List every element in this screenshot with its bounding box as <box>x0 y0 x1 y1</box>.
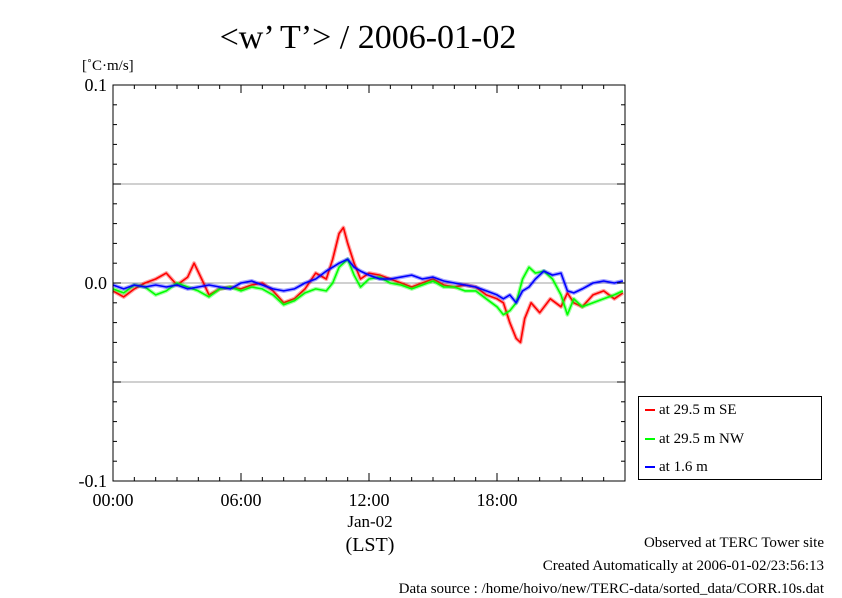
x-tick-labels: 00:00 06:00 12:00 18:00 <box>92 490 517 510</box>
x-axis-label: (LST) <box>346 534 395 556</box>
legend: at 29.5 m SE at 29.5 m NW at 1.6 m <box>638 396 822 480</box>
plot-series <box>112 225 625 345</box>
date-label: Jan-02 <box>347 512 392 531</box>
plot-gridlines <box>113 183 625 383</box>
y-tick-label-2: 0.1 <box>85 75 108 95</box>
footer-observed-site: Observed at TERC Tower site <box>643 535 824 551</box>
legend-swatch-red <box>645 409 655 411</box>
x-tick-label-1: 06:00 <box>220 490 261 510</box>
x-tick-label-3: 18:00 <box>476 490 517 510</box>
y-tick-labels: -0.1 0.0 0.1 <box>79 75 108 491</box>
axis-ticks <box>112 84 625 482</box>
y-tick-label-1: 0.0 <box>85 273 108 293</box>
y-tick-label-0: -0.1 <box>79 471 108 491</box>
series-halo-0 <box>112 225 625 345</box>
legend-label-se: at 29.5 m SE <box>659 401 737 418</box>
legend-label-nw: at 29.5 m NW <box>659 430 744 447</box>
legend-swatch-green <box>645 438 655 440</box>
x-tick-label-0: 00:00 <box>92 490 133 510</box>
series-line-0 <box>112 226 624 344</box>
series-line-2 <box>112 258 624 304</box>
legend-item-se: at 29.5 m SE <box>645 399 737 421</box>
legend-item-1-6m: at 1.6 m <box>645 456 708 478</box>
legend-swatch-blue <box>645 466 655 468</box>
footer-data-source: Data source : /home/hoivo/new/TERC-data/… <box>398 581 824 597</box>
footer-created-time: Created Automatically at 2006-01-02/23:5… <box>542 558 824 574</box>
x-tick-label-2: 12:00 <box>348 490 389 510</box>
chart-title: <w’ T’> / 2006-01-02 <box>220 19 517 56</box>
y-unit-label: [˚C·m/s] <box>82 58 134 74</box>
legend-item-nw: at 29.5 m NW <box>645 428 744 450</box>
legend-label-1-6m: at 1.6 m <box>659 458 708 475</box>
